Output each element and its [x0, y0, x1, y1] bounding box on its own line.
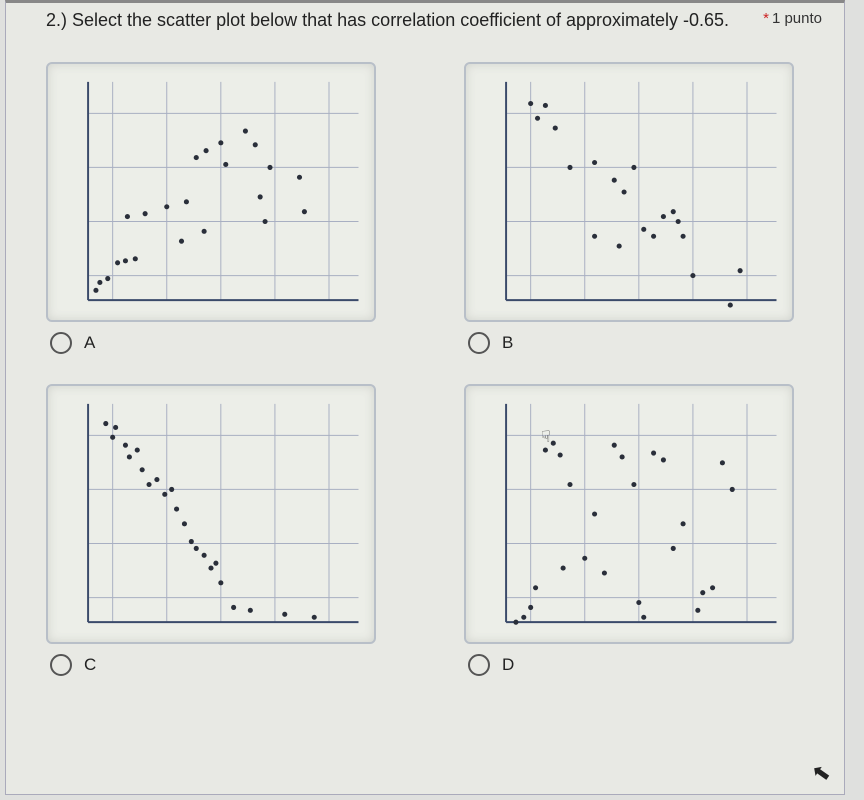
option-label-c: C: [84, 655, 96, 675]
header-row: 2.) Select the scatter plot below that h…: [46, 8, 822, 32]
required-star: *: [763, 10, 769, 27]
scatter-svg-b: [476, 74, 782, 310]
radio-row-d[interactable]: D: [464, 654, 822, 676]
option-label-d: D: [502, 655, 514, 675]
hand-cursor-icon: ☟: [541, 427, 551, 447]
question-text: 2.) Select the scatter plot below that h…: [46, 8, 743, 32]
radio-a[interactable]: [50, 332, 72, 354]
option-c: C: [46, 384, 404, 676]
scatter-svg-d: [476, 396, 782, 632]
scatter-svg-a: [58, 74, 364, 310]
scatter-svg-c: [58, 396, 364, 632]
radio-b[interactable]: [468, 332, 490, 354]
option-label-b: B: [502, 333, 513, 353]
cursor-icon: ⬉: [809, 759, 832, 788]
option-a: A: [46, 62, 404, 354]
radio-row-a[interactable]: A: [46, 332, 404, 354]
points-value: 1 punto: [772, 10, 822, 27]
radio-c[interactable]: [50, 654, 72, 676]
scatter-plot-b: [464, 62, 794, 322]
question-card: 2.) Select the scatter plot below that h…: [5, 0, 845, 795]
option-d: D: [464, 384, 822, 676]
scatter-plot-d: [464, 384, 794, 644]
scatter-plot-c: [46, 384, 376, 644]
radio-row-c[interactable]: C: [46, 654, 404, 676]
scatter-plot-a: [46, 62, 376, 322]
options-grid: A B C: [46, 62, 822, 676]
option-b: B: [464, 62, 822, 354]
radio-d[interactable]: [468, 654, 490, 676]
radio-row-b[interactable]: B: [464, 332, 822, 354]
option-label-a: A: [84, 333, 95, 353]
points-label: *1 punto: [763, 8, 822, 27]
